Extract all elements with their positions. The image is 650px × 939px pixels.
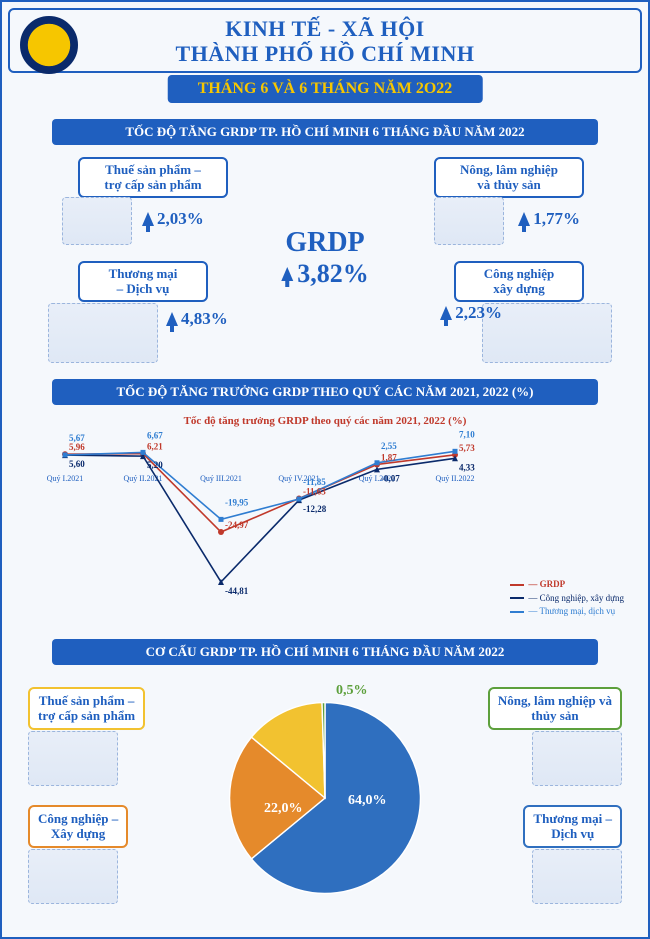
sector-ind-value: 2,23%: [440, 303, 502, 323]
cat-ind-illustration-icon: [28, 849, 118, 904]
cat-ind-box: Công nghiệp – Xây dựng: [28, 805, 128, 849]
sector-trade-box: Thương mại – Dịch vụ: [78, 261, 208, 303]
svg-text:-12,28: -12,28: [303, 504, 327, 514]
pie-pct-label: 22,0%: [264, 801, 303, 817]
svg-text:Quý III.2021: Quý III.2021: [200, 474, 242, 483]
tax-illustration-icon: [62, 197, 132, 245]
cat-agri-box: Nông, lâm nghiệp và thủy sản: [488, 687, 622, 731]
svg-text:Quý II.2022: Quý II.2022: [435, 474, 474, 483]
line-chart-legend: — GRDP— Công nghiệp, xây dựng— Thương mạ…: [510, 578, 624, 619]
arrow-up-icon: [166, 312, 178, 326]
pie-block: Thuế sản phẩm – trợ cấp sản phẩm Nông, l…: [8, 673, 642, 923]
svg-text:-19,95: -19,95: [225, 497, 249, 507]
agri-illustration-icon: [434, 197, 504, 245]
grdp-growth-block: GRDP 3,82% Thuế sản phẩm – trợ cấp sản p…: [8, 153, 642, 373]
pie-pct-label: 64,0%: [348, 793, 387, 809]
header: KINH TẾ - XÃ HỘI THÀNH PHỐ HỒ CHÍ MINH: [8, 8, 642, 73]
svg-text:4,33: 4,33: [459, 462, 475, 472]
svg-text:-24,97: -24,97: [225, 520, 249, 530]
cat-tax-illustration-icon: [28, 731, 118, 786]
cat-agri-illustration-icon: [532, 731, 622, 786]
line-chart: Tốc độ tăng trưởng GRDP theo quý các năm…: [8, 413, 642, 633]
svg-text:1,87: 1,87: [381, 452, 397, 462]
svg-text:5,96: 5,96: [69, 442, 85, 452]
sector-ind-box: Công nghiệp xây dựng: [454, 261, 584, 303]
sector-agri-value: 1,77%: [518, 209, 580, 229]
title-line1: KINH TẾ - XÃ HỘI: [225, 16, 425, 41]
grdp-value: 3,82%: [281, 259, 369, 289]
svg-text:-11,85: -11,85: [303, 477, 326, 487]
arrow-up-icon: [518, 212, 530, 226]
cat-tax-box: Thuế sản phẩm – trợ cấp sản phẩm: [28, 687, 145, 731]
arrow-up-icon: [281, 267, 293, 281]
pie-pct-label: 0,5%: [336, 683, 368, 699]
grdp-label: GRDP: [281, 227, 369, 259]
svg-text:5,67: 5,67: [69, 433, 85, 443]
pie-pct-label: 13,5%: [272, 721, 311, 737]
grdp-center: GRDP 3,82%: [281, 227, 369, 289]
sector-tax-value: 2,03%: [142, 209, 204, 229]
main-title: KINH TẾ - XÃ HỘI THÀNH PHỐ HỒ CHÍ MINH: [18, 16, 632, 67]
svg-text:2,55: 2,55: [381, 440, 397, 450]
svg-text:7,10: 7,10: [459, 429, 475, 439]
title-line2: THÀNH PHỐ HỒ CHÍ MINH: [176, 41, 475, 66]
page-root: KINH TẾ - XÃ HỘI THÀNH PHỐ HỒ CHÍ MINH T…: [0, 0, 650, 939]
section2-title: TỐC ĐỘ TĂNG TRƯỞNG GRDP THEO QUÝ CÁC NĂM…: [52, 379, 597, 405]
trade-illustration-icon: [48, 303, 158, 363]
line-chart-title: Tốc độ tăng trưởng GRDP theo quý các năm…: [16, 415, 634, 427]
svg-text:-0,07: -0,07: [381, 473, 400, 483]
cat-trade-illustration-icon: [532, 849, 622, 904]
sector-tax-box: Thuế sản phẩm – trợ cấp sản phẩm: [78, 157, 228, 199]
svg-text:Quý I.2021: Quý I.2021: [47, 474, 83, 483]
svg-text:6,67: 6,67: [147, 430, 163, 440]
pie-chart-svg: [220, 693, 430, 903]
sector-trade-value: 4,83%: [166, 309, 228, 329]
arrow-up-icon: [142, 212, 154, 226]
section1-title: TỐC ĐỘ TĂNG GRDP TP. HỒ CHÍ MINH 6 THÁNG…: [52, 119, 597, 145]
cat-trade-box: Thương mại – Dịch vụ: [523, 805, 622, 849]
svg-text:5,73: 5,73: [459, 442, 475, 452]
svg-text:5,60: 5,60: [69, 459, 85, 469]
arrow-up-icon: [440, 306, 452, 320]
sector-agri-box: Nông, lâm nghiệp và thủy sản: [434, 157, 584, 199]
subtitle-band: THÁNG 6 VÀ 6 THÁNG NĂM 2O22: [168, 75, 483, 103]
svg-text:5,20: 5,20: [147, 460, 163, 470]
svg-text:6,21: 6,21: [147, 441, 163, 451]
gov-logo-icon: [20, 16, 78, 74]
svg-text:-11,63: -11,63: [303, 486, 326, 496]
section3-title: CƠ CẤU GRDP TP. HỒ CHÍ MINH 6 THÁNG ĐẦU …: [52, 639, 597, 665]
svg-text:-44,81: -44,81: [225, 586, 249, 596]
